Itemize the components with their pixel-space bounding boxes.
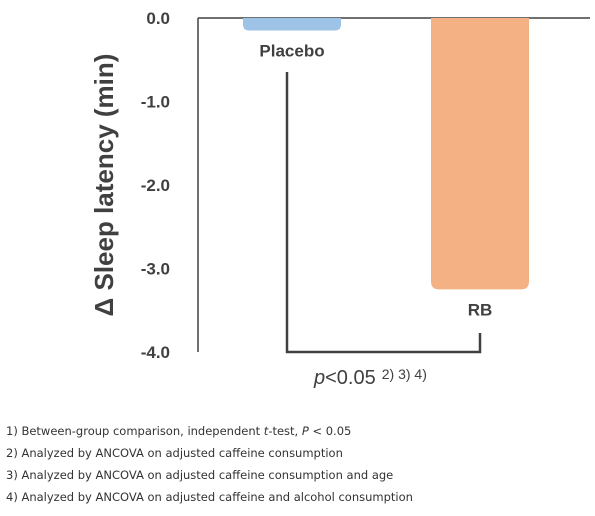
significance-bracket	[285, 72, 482, 354]
category-label-placebo: Placebo	[259, 42, 324, 61]
category-label-rb: RB	[468, 300, 493, 319]
y-tick-label: -1.0	[141, 93, 170, 112]
bar-rb	[431, 18, 529, 290]
significance-label: p<0.05 2) 3) 4)	[313, 366, 427, 389]
y-tick-label: -4.0	[141, 343, 170, 362]
footnote-2: 2) Analyzed by ANCOVA on adjusted caffei…	[6, 446, 343, 460]
footnote-3: 3) Analyzed by ANCOVA on adjusted caffei…	[6, 468, 394, 482]
significance-superscript: 2) 3) 4)	[382, 366, 427, 382]
bar-placebo	[243, 18, 341, 31]
y-tick-label: 0.0	[146, 9, 170, 28]
y-axis-label: Δ Sleep latency (min)	[89, 54, 119, 317]
footnote-1: 1) Between-group comparison, independent…	[6, 424, 352, 438]
significance-p: p	[313, 367, 325, 389]
significance-value: <0.05	[325, 367, 376, 389]
sleep-latency-chart: 0.0 -1.0 -2.0 -3.0 -4.0 Δ Sleep latency (min…	[89, 9, 590, 389]
y-tick-label: -2.0	[141, 176, 170, 195]
y-tick-label: -3.0	[141, 260, 170, 279]
footnotes: 1) Between-group comparison, independent…	[6, 420, 591, 508]
footnote-4: 4) Analyzed by ANCOVA on adjusted caffei…	[6, 490, 413, 504]
